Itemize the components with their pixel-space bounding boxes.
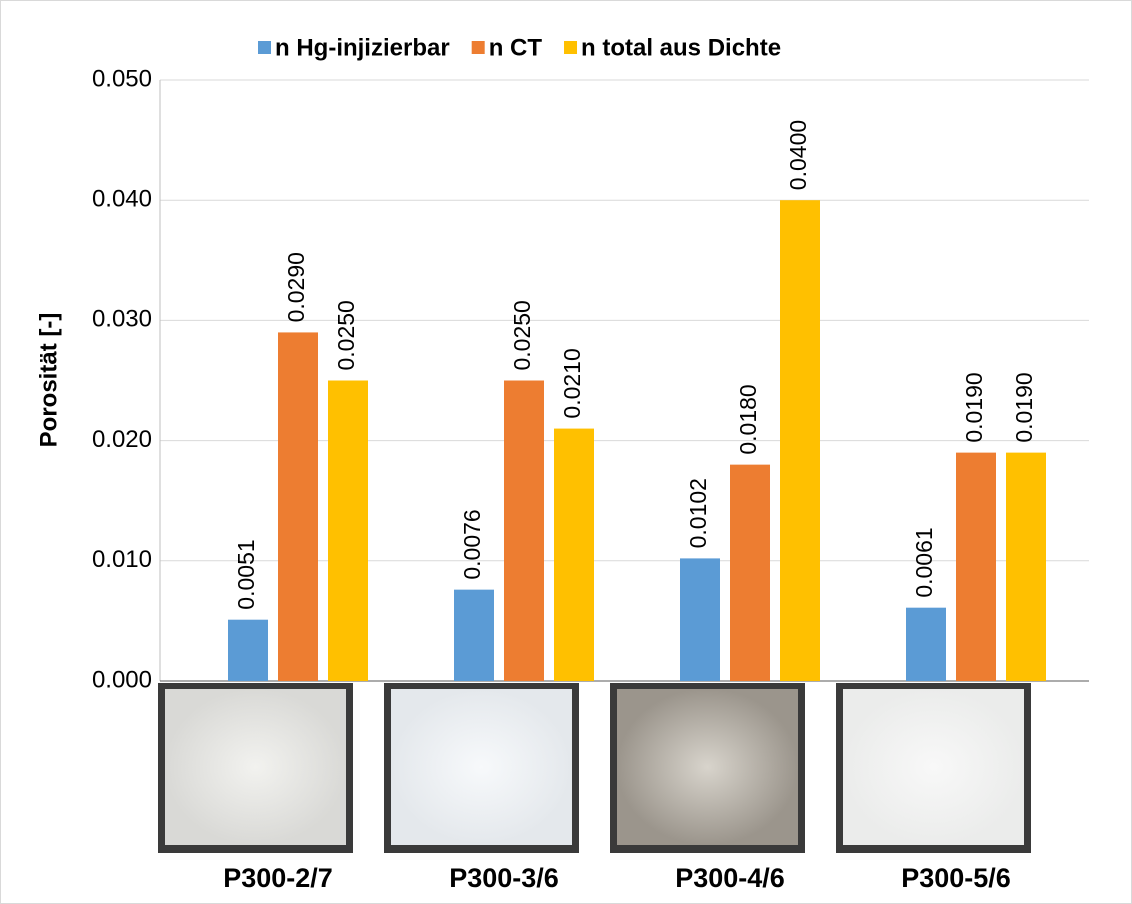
bar [228, 619, 268, 681]
bar [504, 380, 544, 681]
value-label: 0.0180 [735, 384, 761, 454]
y-tick-label: 0.040 [92, 186, 152, 213]
bar [454, 589, 494, 681]
value-label: 0.0210 [559, 348, 585, 418]
bar [278, 332, 318, 681]
value-label: 0.0250 [509, 300, 535, 370]
bar [730, 464, 770, 681]
sample-photo [165, 689, 346, 845]
value-label: 0.0076 [459, 509, 485, 579]
legend-label: n Hg-injizierbar [275, 34, 450, 61]
sample-photo [843, 689, 1024, 845]
value-label: 0.0190 [961, 372, 987, 442]
legend-swatch [471, 41, 485, 54]
y-tick-label: 0.030 [92, 306, 152, 333]
x-tick-label: P300-4/6 [675, 863, 785, 893]
bar [328, 380, 368, 681]
value-label: 0.0102 [685, 478, 711, 548]
bar [1006, 452, 1046, 681]
bar [956, 452, 996, 681]
y-tick-label: 0.020 [92, 426, 152, 453]
legend-label: n total aus Dichte [581, 34, 781, 61]
legend-swatch [564, 41, 578, 54]
value-label: 0.0400 [785, 120, 811, 190]
y-tick-label: 0.050 [92, 65, 152, 92]
bar [906, 607, 946, 681]
value-label: 0.0250 [333, 300, 359, 370]
y-tick-label: 0.010 [92, 546, 152, 573]
x-tick-label: P300-5/6 [901, 863, 1011, 893]
value-label: 0.0190 [1011, 372, 1037, 442]
y-axis-title: Porosität [-] [35, 313, 62, 448]
legend-swatch [258, 41, 271, 54]
sample-photo [391, 689, 572, 845]
bar [780, 200, 820, 681]
x-tick-label: P300-2/7 [223, 863, 333, 893]
value-label: 0.0051 [233, 539, 259, 609]
y-tick-label: 0.000 [92, 666, 152, 693]
legend-label: n CT [489, 34, 543, 61]
value-label: 0.0290 [283, 252, 309, 322]
x-tick-label: P300-3/6 [449, 863, 559, 893]
value-label: 0.0061 [911, 527, 937, 597]
bar [680, 558, 720, 681]
sample-photo [617, 689, 798, 845]
bar [554, 428, 594, 681]
